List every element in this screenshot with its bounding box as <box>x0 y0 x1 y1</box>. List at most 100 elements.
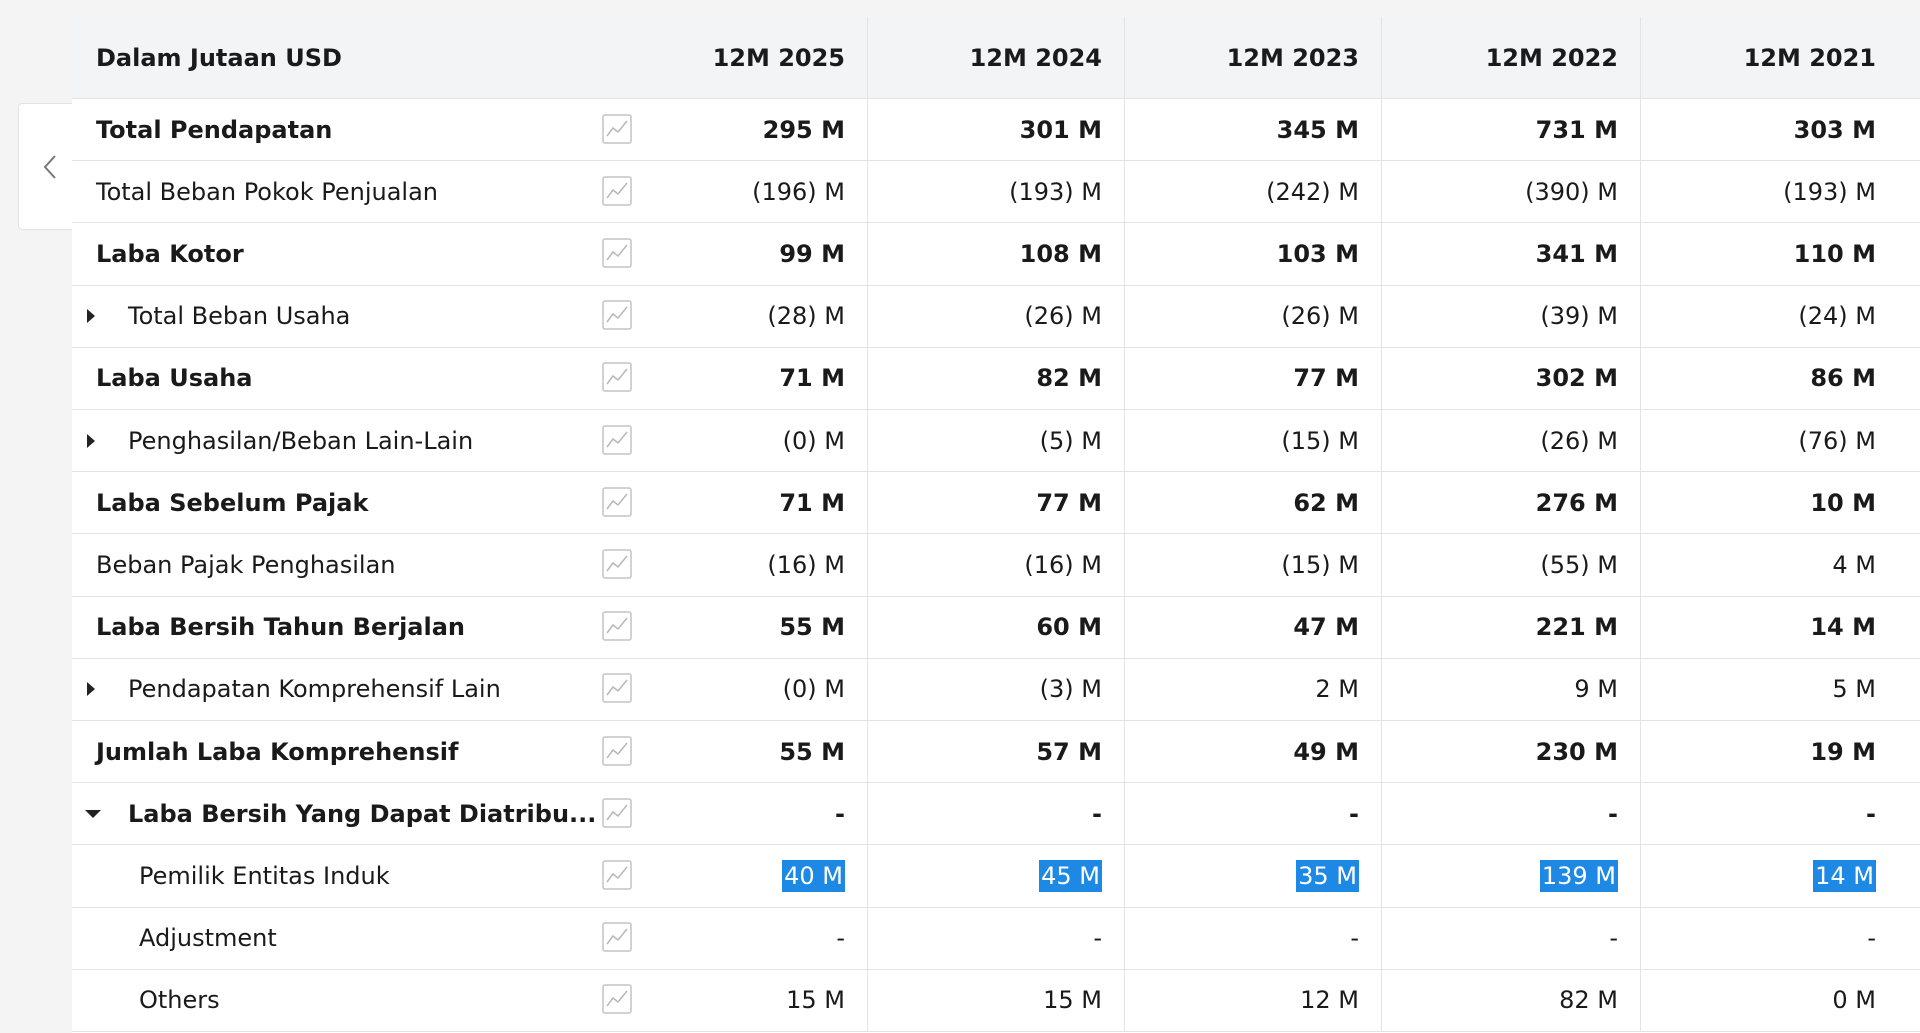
value-text: 731 M <box>1535 115 1618 144</box>
value-cell: (3) M <box>867 658 1124 720</box>
chart-icon[interactable] <box>602 113 632 144</box>
value-text: 47 M <box>1293 613 1359 642</box>
expand-arrow[interactable] <box>84 433 98 450</box>
row-label-text: Total Beban Usaha <box>128 302 351 331</box>
value-text: (390) M <box>1525 177 1618 206</box>
value-text: 103 M <box>1276 239 1359 268</box>
back-button[interactable] <box>18 103 82 230</box>
value-cell: (26) M <box>867 285 1124 347</box>
chart-icon[interactable] <box>602 860 632 890</box>
chart-icon[interactable] <box>602 362 632 393</box>
value-cell: 35 M <box>1124 845 1381 907</box>
value-text: (15) M <box>1281 550 1359 579</box>
value-text: 15 M <box>1043 986 1102 1015</box>
value-cell: - <box>1381 783 1640 845</box>
value-text: - <box>836 924 845 953</box>
table-row: Total Pendapatan 295 M 301 M 345 M 731 M 303 … <box>72 99 1920 162</box>
value-cell: - <box>1640 783 1898 845</box>
chart-icon[interactable] <box>602 238 632 268</box>
row-label-text: Pemilik Entitas Induk <box>139 861 390 890</box>
expand-arrow[interactable] <box>84 682 98 698</box>
row-label-text: Laba Usaha <box>96 364 253 393</box>
expand-arrow[interactable] <box>84 309 98 325</box>
row-label: Jumlah Laba Komprehensif <box>72 721 637 782</box>
value-cell: 0 M <box>1640 969 1898 1031</box>
row-label: Total Beban Usaha <box>72 286 637 347</box>
value-text: 57 M <box>1036 737 1102 766</box>
value-cell: - <box>1381 907 1640 969</box>
value-cell: (26) M <box>1381 410 1640 472</box>
chart-icon[interactable] <box>602 984 632 1015</box>
value-text: 0 M <box>1832 986 1876 1015</box>
value-text: (242) M <box>1266 177 1359 206</box>
row-label: Laba Usaha <box>72 348 637 409</box>
value-cell: 62 M <box>1124 472 1381 534</box>
value-cell: 4 M <box>1640 534 1898 596</box>
value-text: (15) M <box>1281 426 1359 455</box>
chart-icon[interactable] <box>602 300 632 330</box>
value-text: 49 M <box>1293 737 1359 766</box>
value-text: 19 M <box>1810 737 1876 766</box>
value-cell: 49 M <box>1124 721 1381 783</box>
table-row: Pendapatan Komprehensif Lain (0) M (3) M 2 … <box>72 658 1920 721</box>
row-label-text: Laba Kotor <box>96 239 244 268</box>
header-cell: 12M 2021 <box>1640 17 1898 98</box>
value-cell: (390) M <box>1381 161 1640 223</box>
table-row: Others 15 M 15 M 12 M 82 M 0 M <box>72 969 1920 1032</box>
value-text: 14 M <box>1813 859 1876 892</box>
table-row: Laba Kotor 99 M 108 M 103 M 341 M 110 M <box>72 223 1920 286</box>
chevron-left <box>43 155 56 179</box>
value-cell: (5) M <box>867 410 1124 472</box>
value-cell: - <box>867 907 1124 969</box>
header-text: 12M 2023 <box>1226 43 1359 72</box>
value-text: (39) M <box>1540 302 1618 331</box>
value-cell: 303 M <box>1640 99 1898 161</box>
chart-icon[interactable] <box>602 798 632 828</box>
header-cell: 12M 2022 <box>1381 17 1640 98</box>
chart-icon[interactable] <box>602 735 632 766</box>
value-cell: 77 M <box>867 472 1124 534</box>
value-cell: 295 M <box>637 99 867 160</box>
value-cell: 82 M <box>867 347 1124 409</box>
value-cell: 5 M <box>1640 658 1898 720</box>
header-text: 12M 2025 <box>712 43 845 72</box>
row-label: Adjustment <box>72 908 637 969</box>
row-label: Beban Pajak Penghasilan <box>72 534 637 595</box>
row-label-text: Laba Sebelum Pajak <box>96 488 369 517</box>
value-cell: (24) M <box>1640 285 1898 347</box>
value-text: 14 M <box>1810 613 1876 642</box>
value-text: (24) M <box>1798 302 1876 331</box>
row-label-text: Total Pendapatan <box>96 115 333 144</box>
value-text: 71 M <box>779 488 845 517</box>
value-cell: - <box>637 783 867 844</box>
value-text: (0) M <box>782 426 845 455</box>
value-text: 341 M <box>1535 239 1618 268</box>
chart-icon[interactable] <box>602 424 632 455</box>
value-cell: 301 M <box>867 99 1124 161</box>
collapse-arrow[interactable] <box>84 809 102 821</box>
value-cell: 230 M <box>1381 721 1640 783</box>
value-cell: 47 M <box>1124 596 1381 658</box>
row-label-text: Adjustment <box>139 924 277 953</box>
header-text: 12M 2024 <box>969 43 1102 72</box>
value-cell: 108 M <box>867 223 1124 285</box>
value-cell: 19 M <box>1640 721 1898 783</box>
value-cell: (0) M <box>637 659 867 720</box>
value-cell: 71 M <box>637 472 867 533</box>
header-text: Dalam Jutaan USD <box>96 43 342 72</box>
chart-icon[interactable] <box>602 549 632 579</box>
chart-icon[interactable] <box>602 176 632 206</box>
chart-icon[interactable] <box>602 922 632 952</box>
value-cell: - <box>1124 907 1381 969</box>
row-label-text: Jumlah Laba Komprehensif <box>96 737 459 766</box>
chart-icon[interactable] <box>602 673 632 704</box>
value-text: - <box>1867 924 1876 953</box>
chart-icon[interactable] <box>602 487 632 517</box>
value-cell: (15) M <box>1124 410 1381 472</box>
value-cell: (28) M <box>637 286 867 347</box>
row-label-text: Penghasilan/Beban Lain-Lain <box>128 426 474 455</box>
value-cell: 9 M <box>1381 658 1640 720</box>
header-cell: Dalam Jutaan USD <box>72 17 637 98</box>
chart-icon[interactable] <box>602 611 632 641</box>
